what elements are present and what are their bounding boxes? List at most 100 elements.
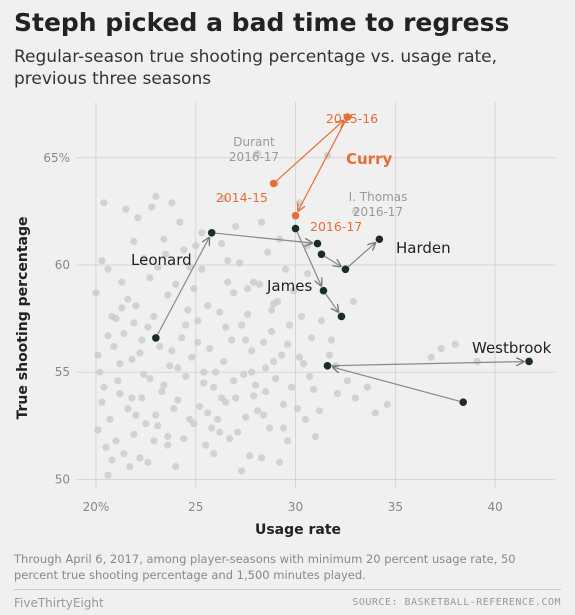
background-point <box>281 265 290 273</box>
path-segment <box>276 121 344 182</box>
label-curry-2014-15: 2014-15 <box>216 190 268 205</box>
background-point <box>262 387 270 396</box>
background-point <box>126 462 134 471</box>
background-point <box>136 349 144 357</box>
player-point <box>323 361 332 370</box>
background-point <box>262 364 270 372</box>
background-point <box>473 357 481 366</box>
x-tick-label: 30 <box>288 500 303 514</box>
background-point <box>267 306 276 314</box>
footnote: Through April 6, 2017, among player-seas… <box>14 552 516 582</box>
background-point <box>164 291 172 299</box>
background-point <box>148 203 156 211</box>
background-point <box>140 254 148 263</box>
background-point <box>295 353 304 361</box>
background-point <box>343 377 352 385</box>
background-point <box>124 295 132 303</box>
background-point <box>190 420 198 428</box>
footer-divider <box>14 589 561 590</box>
curry-point <box>269 179 278 188</box>
background-point <box>196 402 204 411</box>
background-point <box>299 360 308 368</box>
label-james: James <box>266 277 312 295</box>
background-point <box>210 450 218 458</box>
background-point <box>218 239 226 248</box>
background-point <box>194 317 202 325</box>
background-point <box>164 432 172 441</box>
background-point <box>184 306 192 314</box>
background-point <box>130 237 138 245</box>
background-point <box>252 381 260 389</box>
background-point <box>260 411 268 419</box>
path-segment <box>298 120 347 211</box>
background-point <box>182 321 190 329</box>
background-point <box>162 250 170 258</box>
background-point <box>144 323 152 331</box>
background-point <box>206 345 214 353</box>
player-paths <box>157 120 524 402</box>
background-points <box>92 149 481 479</box>
background-point <box>250 278 258 286</box>
background-point <box>256 280 264 288</box>
player-point <box>207 229 216 237</box>
background-point <box>118 304 126 312</box>
label-westbrook: Westbrook <box>472 339 552 357</box>
background-point <box>98 257 106 265</box>
background-point <box>192 242 200 250</box>
background-point <box>289 287 298 295</box>
y-tick-label: 65% <box>43 151 70 165</box>
player-point <box>337 312 346 321</box>
background-point <box>451 340 459 348</box>
background-point <box>214 415 222 423</box>
background-point <box>204 302 212 310</box>
background-point <box>190 284 198 293</box>
background-point <box>114 377 122 385</box>
background-point <box>242 336 250 344</box>
background-point <box>168 347 176 355</box>
background-point <box>248 368 256 376</box>
background-point <box>309 385 318 393</box>
background-point <box>138 394 146 402</box>
background-point <box>168 199 176 207</box>
background-point <box>120 330 128 338</box>
background-point <box>94 426 102 434</box>
background-point <box>244 284 252 293</box>
background-point <box>100 383 108 391</box>
chart-subtitle: Regular-season true shooting percentage … <box>14 47 498 89</box>
background-point <box>258 454 266 462</box>
label-curry-2016-17: 2016-17 <box>310 219 362 234</box>
background-point <box>172 462 180 471</box>
background-point <box>363 383 371 391</box>
background-point <box>170 405 178 413</box>
background-point <box>230 289 238 297</box>
background-point <box>232 394 240 402</box>
background-point <box>160 235 168 243</box>
background-point <box>333 390 342 398</box>
background-point <box>258 218 266 226</box>
path-segment <box>333 367 460 402</box>
background-point <box>132 302 140 310</box>
x-axis-label: Usage rate <box>255 522 341 538</box>
label-curry: Curry <box>346 150 392 168</box>
background-point <box>178 334 186 342</box>
background-point <box>226 435 234 443</box>
background-point <box>152 411 160 419</box>
player-point <box>459 398 467 407</box>
background-point <box>269 299 278 308</box>
background-point <box>287 383 296 391</box>
background-point <box>96 368 104 376</box>
path-segment <box>157 238 209 335</box>
x-tick-label: 40 <box>487 500 502 514</box>
background-point <box>100 199 108 207</box>
annotation-thomas-season: 2016-17 <box>353 205 403 219</box>
background-point <box>236 259 244 267</box>
background-point <box>130 319 138 327</box>
background-point <box>248 347 256 355</box>
background-point <box>150 437 158 445</box>
y-tick-label: 50 <box>55 472 70 486</box>
background-point <box>200 368 208 376</box>
background-point <box>142 420 150 428</box>
background-point <box>204 409 212 417</box>
background-point <box>228 336 236 344</box>
background-point <box>275 458 284 466</box>
